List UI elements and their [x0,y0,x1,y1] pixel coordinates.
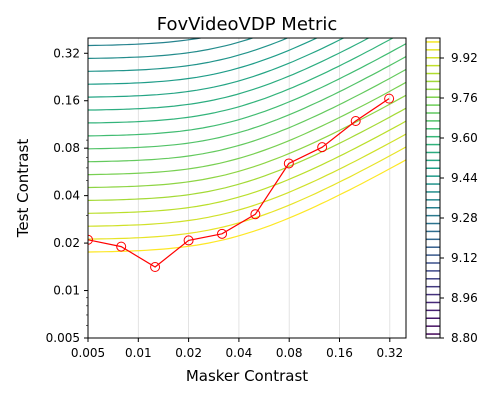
data-point [384,93,395,104]
contour-line [88,38,204,47]
x-axis-label: Masker Contrast [186,367,308,385]
contour-line [88,81,406,176]
contour-line [88,120,406,214]
colorbar-tick-label: 9.28 [451,211,478,225]
colorbar: 8.80 8.96 9.12 9.28 9.44 9.60 9.76 9.92 [425,37,478,345]
series-line [88,98,390,268]
contour-line [88,133,406,227]
contour-line [88,42,406,137]
colorbar-tick-label: 9.92 [451,51,478,65]
contour-line [88,55,406,150]
contour-line [88,38,370,111]
data-point [317,142,328,153]
data-point [250,209,261,220]
contour-lines [88,38,406,253]
chart-title: FovVideoVDP Metric [157,14,338,35]
data-point [183,235,194,246]
contour-line [88,107,406,202]
y-tick-label: 0.02 [53,236,80,250]
data-point [116,241,127,252]
colorbar-frame [425,37,441,339]
colorbar-tick-label: 9.60 [451,131,478,145]
x-tick-label: 0.08 [276,346,303,360]
contour-line [88,159,406,253]
contour-line [88,68,406,163]
data-point [283,158,294,169]
data-point [350,115,361,126]
colorbar-tick-label: 8.96 [451,291,478,305]
contour-line [88,38,319,85]
data-point [88,234,93,245]
contour-line [88,146,406,240]
y-tick-label: 0.08 [53,141,80,155]
y-tick-label: 0.04 [53,189,80,203]
y-tick-label: 0.005 [46,331,80,345]
contour-line [88,94,406,189]
colorbar-tick-label: 9.76 [451,91,478,105]
data-series [88,93,395,273]
y-axis-label: Test Contrast [14,139,32,239]
contour-line [88,38,290,72]
contour-line [88,38,345,98]
x-tick-label: 0.01 [125,346,152,360]
x-tick-label: 0.02 [175,346,202,360]
contour-line [88,38,255,60]
colorbar-tick-label: 9.44 [451,171,478,185]
data-point [217,228,228,239]
data-point [150,262,161,273]
colorbar-tick-label: 9.12 [451,251,478,265]
contour-line [88,38,395,124]
y-tick-label: 0.32 [53,46,80,60]
x-axis-ticks: 0.005 0.01 0.02 0.04 0.08 0.16 0.32 [71,338,403,360]
x-tick-label: 0.005 [71,346,105,360]
plot-frame [87,37,407,339]
colorbar-tick-label: 8.80 [451,331,478,345]
y-axis-ticks: 0.005 0.01 0.02 0.04 0.08 0.16 0.32 [46,46,88,345]
y-tick-label: 0.16 [53,94,80,108]
y-tick-label: 0.01 [53,284,80,298]
x-tick-label: 0.16 [326,346,353,360]
x-tick-label: 0.04 [226,346,253,360]
x-tick-label: 0.32 [376,346,403,360]
